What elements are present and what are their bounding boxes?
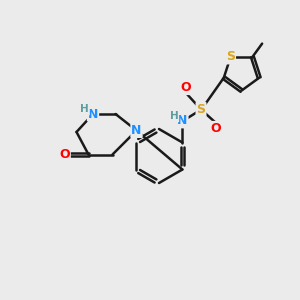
Text: N: N — [131, 124, 142, 137]
Text: O: O — [181, 81, 191, 94]
Text: H: H — [80, 104, 89, 115]
Text: S: S — [196, 103, 206, 116]
Text: N: N — [177, 114, 188, 128]
Text: O: O — [59, 148, 70, 161]
Text: H: H — [169, 111, 178, 122]
Text: S: S — [226, 50, 235, 64]
Text: O: O — [211, 122, 221, 135]
Text: N: N — [88, 107, 98, 121]
